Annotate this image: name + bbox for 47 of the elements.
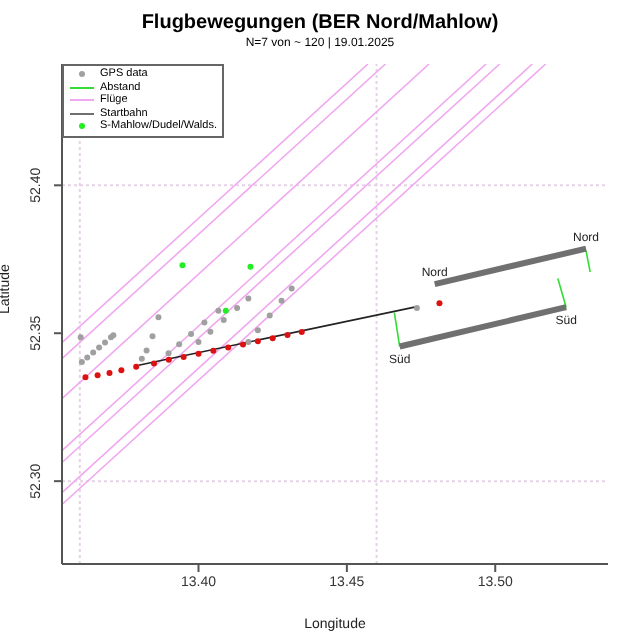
point xyxy=(78,358,85,365)
point xyxy=(133,363,140,370)
point xyxy=(90,349,97,356)
point xyxy=(188,331,195,338)
point xyxy=(225,344,232,351)
point xyxy=(288,285,295,292)
point xyxy=(436,300,443,307)
point xyxy=(254,327,261,334)
point xyxy=(245,295,252,302)
point xyxy=(240,341,247,348)
point xyxy=(210,347,217,354)
point xyxy=(180,353,187,360)
point xyxy=(195,339,202,346)
point xyxy=(77,334,84,341)
point xyxy=(278,297,285,304)
chart-title: Flugbewegungen (BER Nord/Mahlow) xyxy=(139,12,501,34)
point xyxy=(84,354,91,361)
point xyxy=(165,356,172,363)
point xyxy=(94,372,101,379)
point xyxy=(269,335,276,342)
point xyxy=(254,338,261,345)
point xyxy=(247,263,254,270)
point xyxy=(150,360,157,367)
point xyxy=(195,350,202,357)
point xyxy=(215,307,222,314)
point xyxy=(143,347,150,354)
point xyxy=(220,316,227,323)
point xyxy=(179,262,186,269)
point xyxy=(284,332,291,339)
point xyxy=(234,305,241,312)
point xyxy=(106,369,113,376)
point xyxy=(138,355,145,362)
point xyxy=(266,312,273,319)
point xyxy=(298,329,305,336)
point xyxy=(149,333,156,340)
point xyxy=(245,339,252,346)
point xyxy=(102,339,109,346)
point xyxy=(413,305,420,312)
point xyxy=(222,307,229,314)
point xyxy=(82,374,89,381)
point xyxy=(207,328,214,335)
point xyxy=(176,341,183,348)
point xyxy=(118,367,125,374)
point xyxy=(165,350,172,357)
point xyxy=(96,344,103,351)
point xyxy=(201,319,208,326)
point xyxy=(155,314,162,321)
